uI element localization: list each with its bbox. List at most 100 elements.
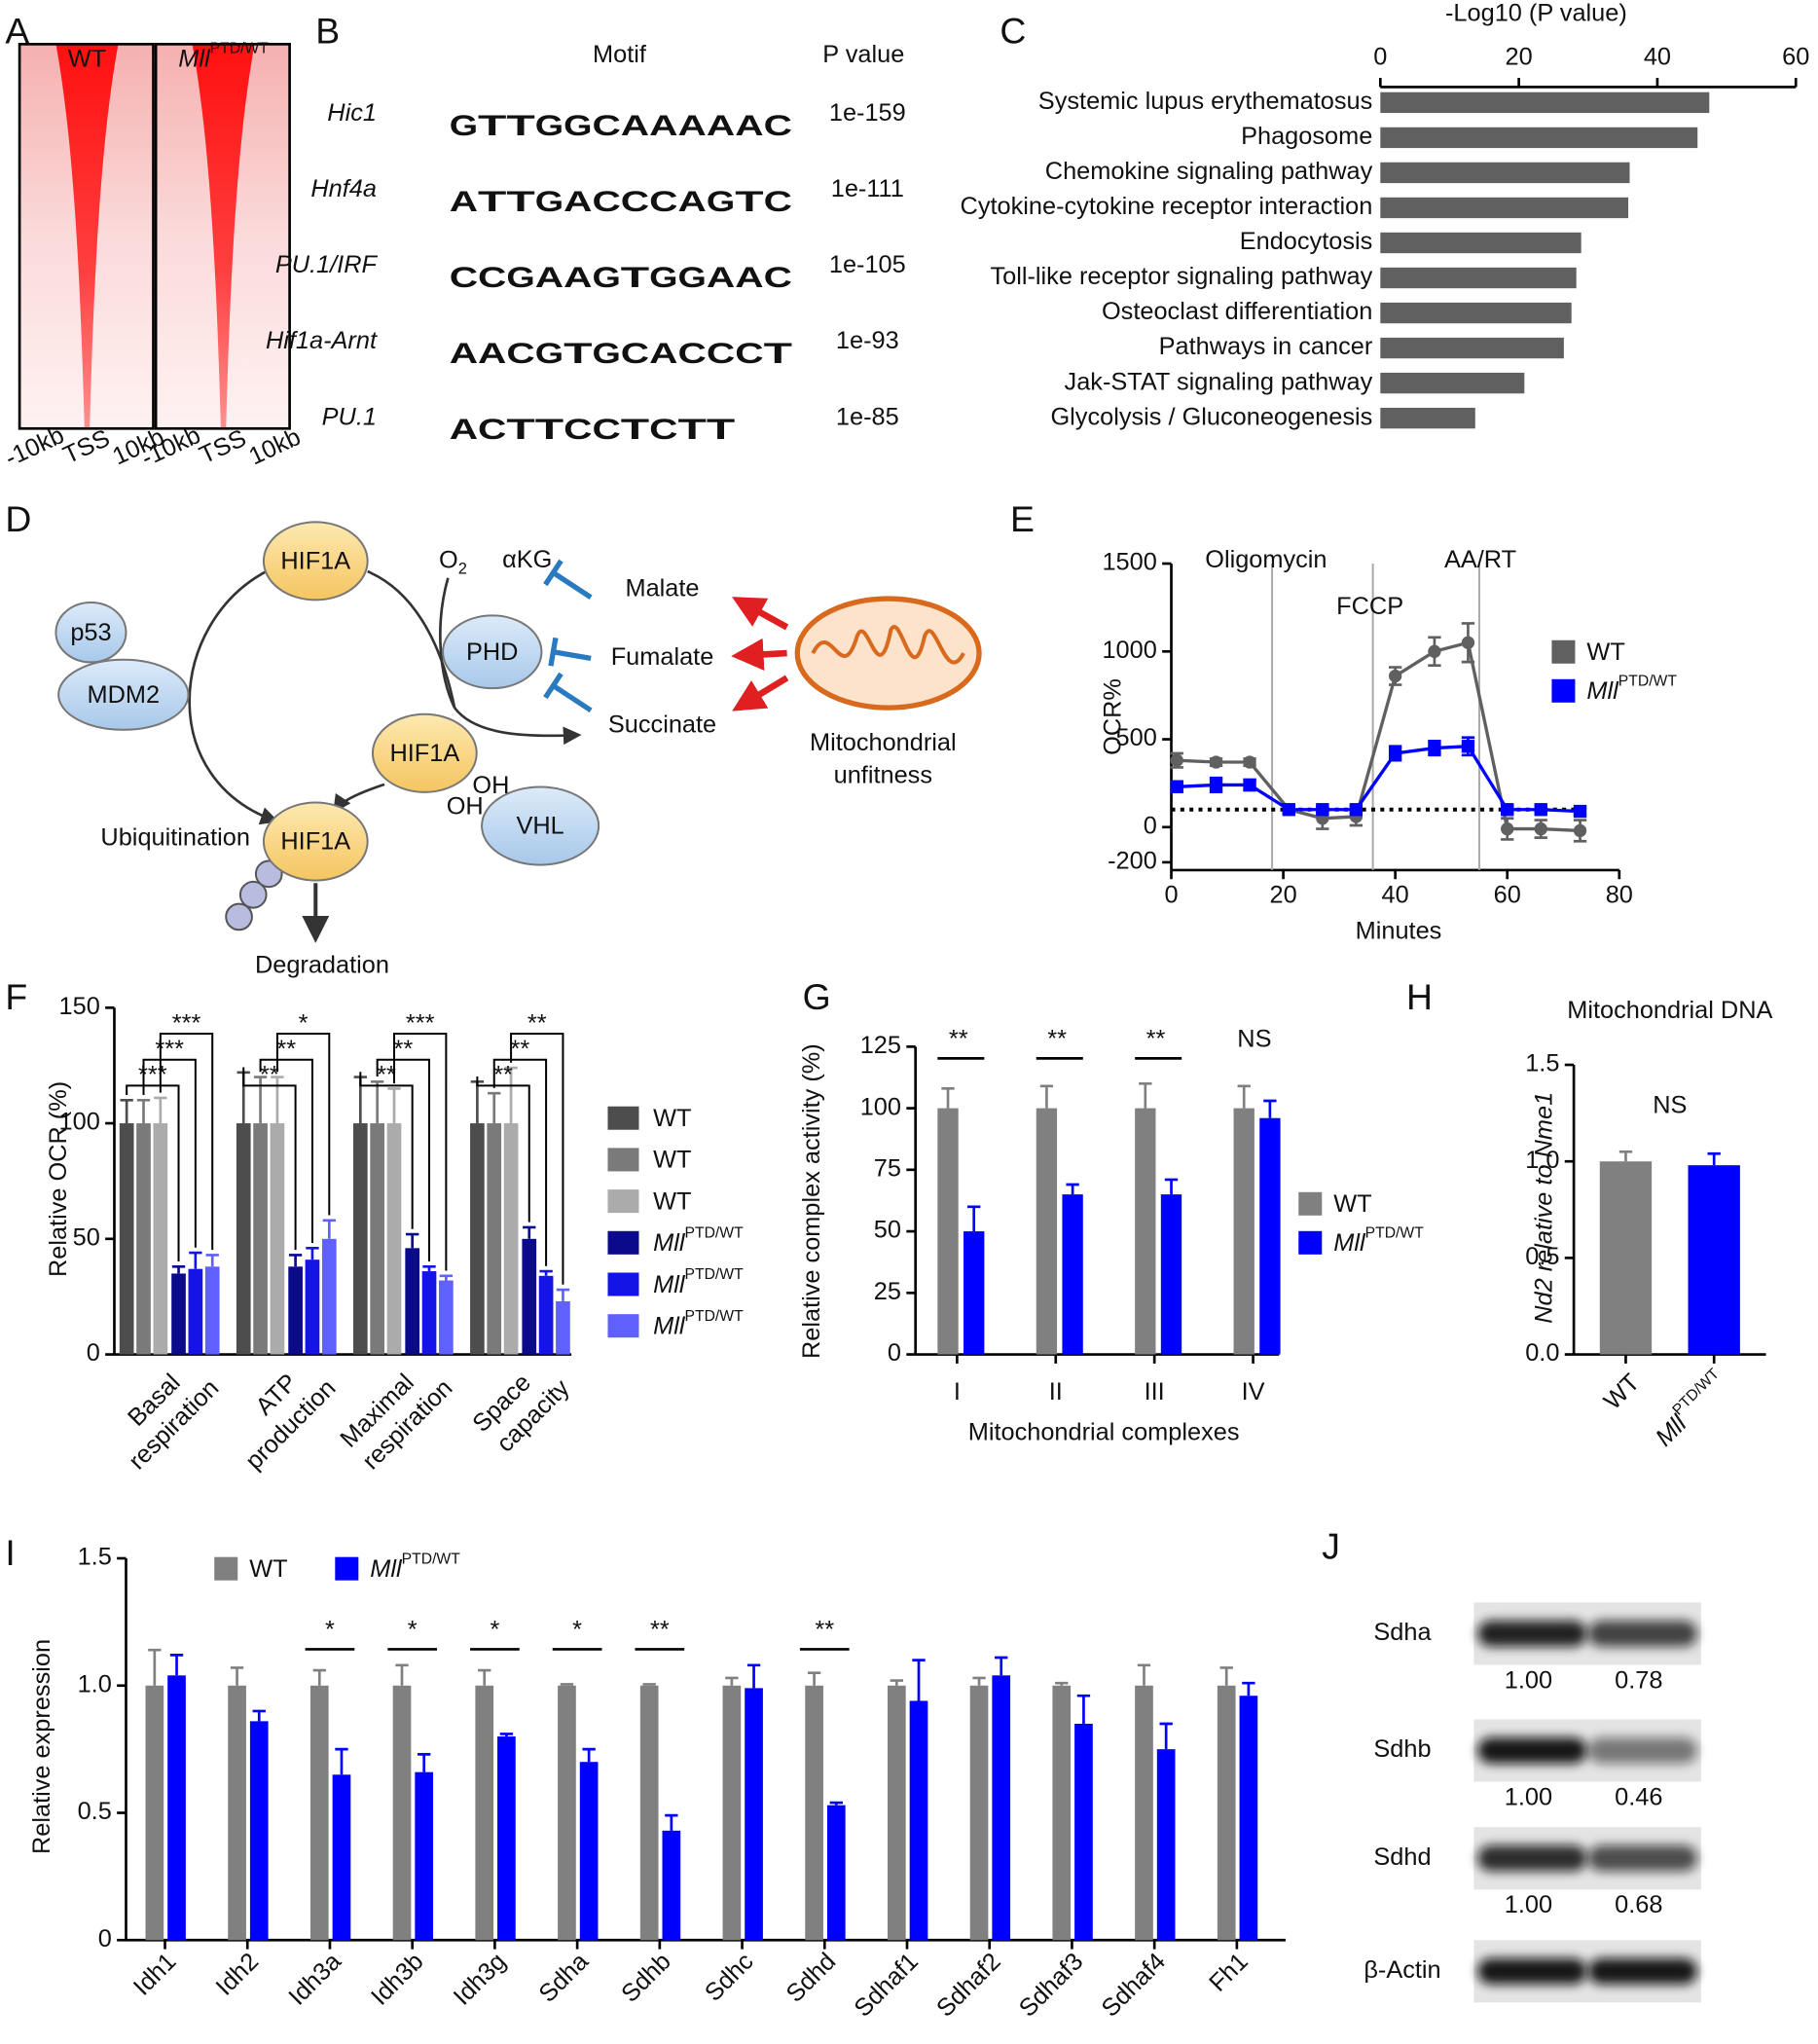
legend-label-main: WT xyxy=(653,1105,691,1132)
category-label: I xyxy=(954,1378,961,1405)
logo-letter: T xyxy=(506,185,534,217)
logo-letter: C xyxy=(649,413,677,445)
significance-bracket xyxy=(126,1084,180,1261)
logo-letter-group: T xyxy=(506,185,534,217)
logo-letter-group: T xyxy=(764,337,792,369)
node-label: HIF1A xyxy=(280,547,350,574)
error-bar xyxy=(189,1251,202,1269)
logo-letter: G xyxy=(592,261,620,293)
significance-label: ** xyxy=(493,1062,513,1089)
significance-label: ** xyxy=(527,1009,547,1037)
bar xyxy=(964,1231,985,1355)
logo-letter-group: C xyxy=(764,109,792,141)
category-label: Sdhaf4 xyxy=(1097,1948,1172,2023)
bar xyxy=(171,1273,186,1355)
logo-letter-group: C xyxy=(707,337,735,369)
metabolite: Fumalate xyxy=(611,643,714,671)
bar xyxy=(1135,1108,1156,1355)
logo-letter-group: A xyxy=(707,261,735,293)
bar xyxy=(1135,1685,1153,1941)
category-label: Idh1 xyxy=(128,1948,182,2001)
band xyxy=(1477,1957,1587,1985)
point xyxy=(1573,804,1587,819)
point xyxy=(1170,753,1183,767)
error-bar xyxy=(169,1654,184,1676)
bar xyxy=(332,1774,351,1941)
category-label: Osteoclast differentiation xyxy=(1102,298,1372,325)
logo-letter: A xyxy=(735,261,763,293)
band xyxy=(1587,1621,1697,1647)
logo-letter: C xyxy=(478,413,506,445)
error-bar xyxy=(1039,1084,1054,1109)
category-label: Sdha xyxy=(533,1947,594,2007)
error-bar xyxy=(1164,1178,1179,1195)
inhibition xyxy=(551,683,593,713)
error-bar xyxy=(322,1219,336,1239)
bar xyxy=(370,1123,384,1355)
band xyxy=(1587,1957,1697,1985)
error-bar xyxy=(306,1246,319,1260)
logo-letter-group: A xyxy=(649,109,677,141)
source-label: Mitochondrial xyxy=(810,729,957,756)
event-label: FCCP xyxy=(1336,593,1403,620)
logo-letter: C xyxy=(450,261,478,293)
error-bar xyxy=(205,1254,219,1267)
logo-letter: T xyxy=(621,413,649,445)
bar xyxy=(1380,302,1572,324)
y-tick-label: 1500 xyxy=(1102,549,1156,576)
bar xyxy=(236,1123,251,1355)
bar xyxy=(579,1762,599,1941)
heatmap-label-sup: PTD/WT xyxy=(210,41,270,57)
connector xyxy=(367,569,456,709)
panel-label: H xyxy=(1406,976,1433,1017)
logo-letter-group: A xyxy=(707,109,735,141)
significance-label: * xyxy=(408,1616,418,1643)
logo-letter: A xyxy=(649,109,677,141)
logo-letter-group: C xyxy=(478,413,506,445)
logo-letter-group: A xyxy=(564,185,592,217)
logo-letter-group: T xyxy=(678,413,707,445)
band-value: 1.00 xyxy=(1505,1666,1552,1694)
axis-title: -Log10 (P value) xyxy=(1445,0,1627,26)
legend-label-main: Mll xyxy=(653,1229,686,1257)
bar xyxy=(270,1123,285,1355)
y-tick-label: 0.0 xyxy=(1525,1339,1559,1367)
bar xyxy=(386,1123,402,1355)
logo-letter-group: G xyxy=(649,261,677,293)
band-value: 1.00 xyxy=(1505,1784,1552,1811)
logo-letter-group: T xyxy=(621,413,649,445)
category-label: Idh3g xyxy=(449,1948,512,2011)
y-axis-label: OCR% xyxy=(1099,678,1126,755)
legend-label: MllPTD/WT xyxy=(370,1551,460,1583)
error-bar xyxy=(120,1098,133,1124)
significance-label: * xyxy=(572,1616,582,1643)
bar xyxy=(145,1685,164,1941)
logo-letter: T xyxy=(764,337,792,369)
significance-label: * xyxy=(325,1616,335,1643)
error-bar xyxy=(312,1668,326,1686)
category-label: IV xyxy=(1242,1378,1265,1405)
significance-bracket xyxy=(376,1058,431,1261)
event-label: Oligomycin xyxy=(1205,546,1327,573)
significance-label: ** xyxy=(815,1616,834,1643)
y-tick-label: 1.0 xyxy=(78,1670,112,1697)
logo-letter: A xyxy=(564,185,592,217)
significance-label: NS xyxy=(1653,1091,1687,1118)
node xyxy=(262,521,369,602)
logo-letter: T xyxy=(506,109,534,141)
legend-label: WT xyxy=(1586,639,1624,666)
logo-letter: A xyxy=(735,109,763,141)
logo-letter-group: C xyxy=(649,413,677,445)
error-bar xyxy=(665,1813,678,1831)
legend-label-main: Mll xyxy=(1333,1229,1366,1257)
error-bar xyxy=(912,1659,926,1701)
band xyxy=(1477,1844,1587,1872)
error-bar xyxy=(1618,1150,1633,1162)
bar xyxy=(204,1266,220,1355)
logo-letter: G xyxy=(535,185,564,217)
legend-label: MllPTD/WT xyxy=(653,1225,744,1257)
significance-label: ** xyxy=(260,1062,279,1089)
legend-label-main: WT xyxy=(1586,639,1624,666)
error-bar xyxy=(1076,1694,1091,1724)
